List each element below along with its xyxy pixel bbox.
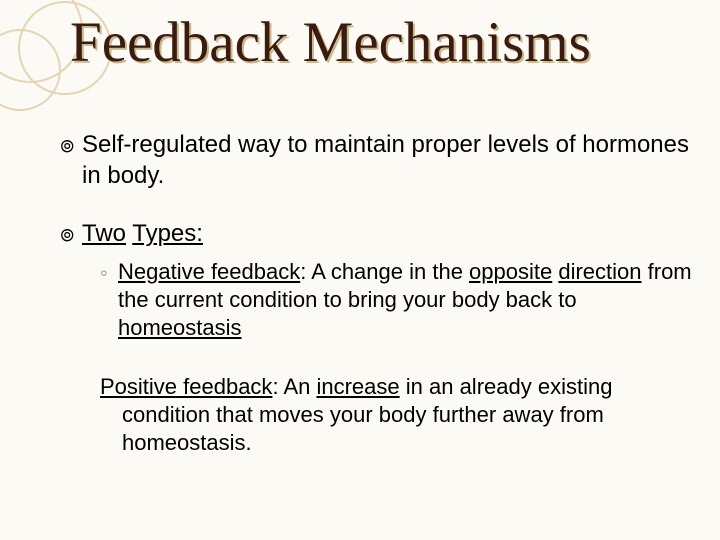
text-run: in an already existing [400, 374, 613, 399]
sub-bullet-item: ◦ Negative feedback: A change in the opp… [100, 258, 700, 342]
sub-bullet-block: ◦ Negative feedback: A change in the opp… [100, 258, 700, 342]
text-run: : A change in the [300, 259, 469, 284]
text-run: increase [316, 374, 399, 399]
bullet-icon: ๏ [60, 130, 82, 158]
text-run: homeostasis [118, 315, 242, 340]
bullet-item: ๏ Two Types: [60, 219, 700, 250]
text-run: opposite [469, 259, 552, 284]
text-run: direction [558, 259, 641, 284]
bullet-icon: ๏ [60, 219, 82, 247]
paragraph-line: homeostasis. [100, 429, 700, 457]
bullet-text: Self-regulated way to maintain proper le… [82, 130, 700, 191]
paragraph-line: Positive feedback: An increase in an alr… [100, 373, 700, 401]
paragraph: Positive feedback: An increase in an alr… [100, 373, 700, 457]
slide: Feedback Mechanisms ๏ Self-regulated way… [0, 0, 720, 540]
text-run: homeostasis. [122, 430, 252, 455]
text-run: Two [82, 220, 126, 247]
text-run: Positive feedback [100, 374, 272, 399]
slide-body: ๏ Self-regulated way to maintain proper … [60, 130, 700, 457]
text-run: Negative feedback [118, 259, 300, 284]
text-run: condition that moves your body further a… [122, 402, 604, 427]
text-run: : An [272, 374, 316, 399]
slide-title: Feedback Mechanisms [70, 10, 591, 75]
text-run: Types: [132, 220, 203, 247]
bullet-item: ๏ Self-regulated way to maintain proper … [60, 130, 700, 191]
paragraph-line: condition that moves your body further a… [100, 401, 700, 429]
text-run: Self-regulated [82, 131, 231, 158]
bullet-text: Two Types: [82, 219, 700, 250]
sub-bullet-icon: ◦ [100, 258, 118, 286]
sub-bullet-text: Negative feedback: A change in the oppos… [118, 258, 700, 342]
